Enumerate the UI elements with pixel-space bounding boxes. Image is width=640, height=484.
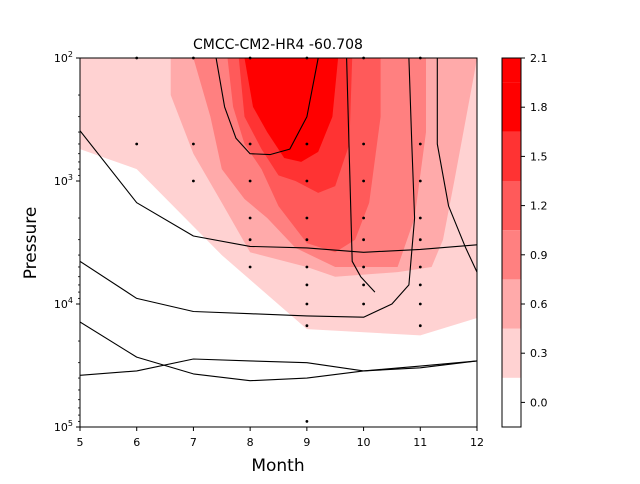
significance-dot [418, 216, 422, 220]
x-tick-label: 10 [357, 436, 371, 449]
significance-dot [418, 324, 422, 328]
significance-dot [418, 283, 422, 287]
significance-dot [305, 142, 309, 146]
significance-dot [362, 302, 365, 306]
x-tick-label: 9 [303, 436, 310, 449]
significance-dot [305, 238, 309, 242]
chart-title: CMCC-CM2-HR4 -60.708 [193, 37, 363, 53]
x-tick-label: 5 [77, 436, 84, 449]
colorbar-swatch [502, 377, 521, 427]
y-tick-label: 102 [54, 50, 73, 65]
x-tick-label: 12 [470, 436, 484, 449]
colorbar-swatches [502, 58, 521, 427]
contour-line-1 [80, 58, 416, 318]
colorbar-swatch [502, 58, 521, 83]
significance-dot [362, 265, 365, 269]
colorbar-tick-label: 0.6 [530, 298, 548, 311]
colorbar-ticks: 0.0 0.3 0.6 0.9 1.2 1.5 1.8 2.1 [521, 52, 548, 409]
contour-line-5 [346, 58, 376, 293]
significance-dot [305, 302, 309, 306]
colorbar-swatch [502, 230, 521, 280]
significance-dot [418, 142, 422, 146]
contour-line-0 [80, 130, 477, 253]
significance-dot [248, 179, 252, 183]
colorbar-swatch [502, 181, 521, 231]
significance-dot [418, 238, 422, 242]
x-tick-label: 6 [133, 436, 140, 449]
colorbar-swatch [502, 82, 521, 132]
plot-area: 5 6 7 8 9 10 11 12 102 103 104 105 [54, 50, 484, 449]
significance-dot [248, 265, 252, 269]
colorbar-swatch [502, 328, 521, 378]
colorbar-tick-label: 2.1 [530, 52, 548, 65]
colorbar-tick-label: 0.3 [530, 347, 548, 360]
significance-dot [305, 324, 309, 328]
contour-line-6 [436, 58, 477, 273]
significance-dot [248, 142, 252, 146]
plot-frame [79, 57, 478, 428]
colorbar-swatch [502, 131, 521, 181]
significance-dot [418, 265, 422, 269]
contour-line-2 [80, 321, 477, 382]
colorbar-frame [501, 57, 522, 428]
significance-dot [192, 179, 195, 183]
x-axis-label: Month [251, 456, 304, 476]
x-tick-label: 8 [247, 436, 254, 449]
filled-contour-layer [80, 58, 477, 336]
colorbar-tick-label: 0.9 [530, 249, 548, 262]
significance-dot [305, 283, 309, 287]
significance-dot [248, 238, 252, 242]
significance-dot [248, 216, 252, 220]
significance-dot [305, 216, 309, 220]
significance-dot-layer [135, 56, 422, 423]
x-tick-label: 7 [190, 436, 197, 449]
x-tick-label: 11 [413, 436, 427, 449]
significance-dot [305, 265, 309, 269]
significance-dot [418, 302, 422, 306]
x-axis: 5 6 7 8 9 10 11 12 [77, 427, 484, 449]
significance-dot [362, 179, 365, 183]
significance-dot [305, 179, 309, 183]
y-tick-label: 104 [54, 296, 73, 311]
significance-dot [305, 420, 309, 423]
contour-line-layer [80, 58, 477, 382]
y-axis-label: Pressure [21, 207, 41, 280]
colorbar-tick-label: 1.5 [530, 150, 548, 163]
significance-dot [362, 238, 365, 242]
y-tick-label: 105 [54, 419, 73, 434]
colorbar-tick-label: 0.0 [530, 396, 548, 409]
significance-dot [418, 179, 422, 183]
significance-dot [362, 142, 365, 146]
significance-dot [362, 216, 365, 220]
contour-line-4 [215, 58, 319, 156]
colorbar-swatch [502, 279, 521, 329]
colorbar-tick-label: 1.2 [530, 200, 548, 213]
colorbar-tick-label: 1.8 [530, 101, 548, 114]
contour-line-3 [80, 358, 477, 376]
significance-dot [135, 142, 139, 146]
significance-dot [192, 142, 195, 146]
filled-region-5 [244, 58, 339, 162]
colorbar: 0.0 0.3 0.6 0.9 1.2 1.5 1.8 2.1 [501, 52, 548, 428]
significance-dot [362, 283, 365, 287]
y-tick-label: 103 [54, 173, 73, 188]
y-axis: 102 103 104 105 [54, 50, 80, 434]
